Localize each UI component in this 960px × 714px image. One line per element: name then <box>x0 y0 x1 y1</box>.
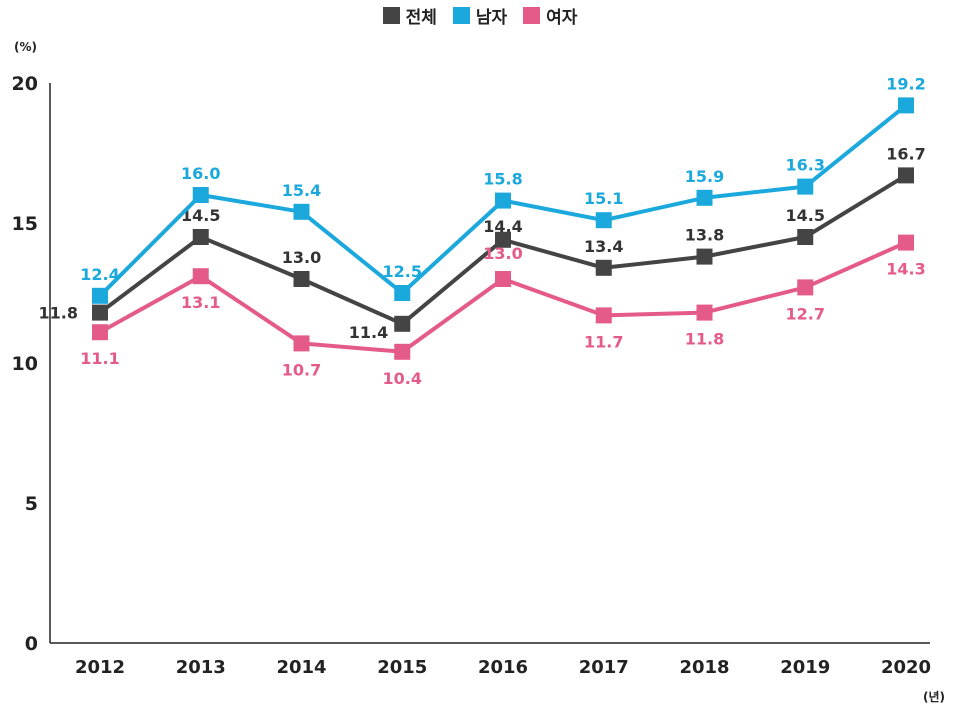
data-point-marker <box>495 271 511 287</box>
legend-swatch-male <box>452 7 470 24</box>
data-label: 13.8 <box>685 226 724 245</box>
data-label: 15.1 <box>584 189 623 208</box>
data-label: 14.3 <box>886 260 925 279</box>
x-tick-label: 2012 <box>75 657 125 678</box>
data-label: 13.0 <box>483 244 522 263</box>
data-point-marker <box>293 203 310 220</box>
x-tick-label: 2013 <box>176 657 226 678</box>
data-point-marker <box>495 231 511 248</box>
x-tick-label: 2019 <box>780 657 830 678</box>
data-label: 15.8 <box>483 170 522 189</box>
data-point-marker <box>696 189 713 206</box>
legend-swatch-female <box>523 7 541 24</box>
data-label: 10.7 <box>282 360 321 379</box>
x-tick-label: 2020 <box>881 657 931 678</box>
legend-swatch-total <box>382 7 400 24</box>
y-tick-label: 0 <box>25 633 38 655</box>
legend-label-female: 여자 <box>546 8 578 28</box>
legend-label-total: 전체 <box>405 8 437 28</box>
data-label: 12.4 <box>80 265 119 284</box>
data-point-marker <box>797 279 814 296</box>
data-point-marker <box>898 234 914 251</box>
data-point-marker <box>92 287 108 304</box>
x-tick-label: 2015 <box>377 657 427 678</box>
legend-item-male: 남자 <box>452 3 508 28</box>
data-point-marker <box>898 167 914 184</box>
data-label: 15.4 <box>282 181 321 200</box>
data-label: 16.0 <box>181 164 220 183</box>
x-tick-label: 2016 <box>478 657 528 678</box>
data-label: 16.3 <box>786 156 825 175</box>
data-point-marker <box>696 248 713 265</box>
data-point-marker <box>394 285 411 301</box>
data-point-marker <box>192 268 209 285</box>
legend-item-female: 여자 <box>523 3 577 28</box>
data-label: 11.8 <box>39 304 78 323</box>
data-label: 11.8 <box>685 330 724 349</box>
chart-legend: 전체 남자 여자 <box>0 3 960 28</box>
data-label: 10.4 <box>383 369 422 388</box>
data-point-marker <box>495 192 511 209</box>
data-point-marker <box>595 212 612 229</box>
data-label: 15.9 <box>685 167 724 186</box>
data-point-marker <box>293 271 310 287</box>
data-label: 16.7 <box>886 144 925 163</box>
legend-label-male: 남자 <box>475 8 508 28</box>
x-tick-label: 2017 <box>579 657 629 678</box>
data-label: 14.5 <box>181 206 220 225</box>
data-label: 14.4 <box>483 217 522 236</box>
data-point-marker <box>293 335 310 352</box>
legend-item-total: 전체 <box>382 3 437 28</box>
data-point-marker <box>92 304 108 321</box>
data-point-marker <box>797 229 814 245</box>
y-tick-label: 20 <box>12 73 38 95</box>
data-label: 11.7 <box>584 332 623 351</box>
y-axis-unit-label: (%) <box>14 40 37 54</box>
data-label: 13.0 <box>282 248 321 267</box>
data-point-marker <box>696 304 713 321</box>
x-axis-unit-label: (년) <box>923 690 946 704</box>
data-label: 11.4 <box>349 323 388 342</box>
data-label: 13.4 <box>584 237 623 256</box>
data-label: 12.7 <box>786 304 825 323</box>
y-tick-label: 5 <box>25 493 38 515</box>
data-point-marker <box>192 187 209 203</box>
data-label: 11.1 <box>80 349 119 368</box>
data-point-marker <box>898 97 914 114</box>
data-label: 19.2 <box>886 74 925 93</box>
y-tick-label: 15 <box>12 213 38 235</box>
data-point-marker <box>595 259 612 276</box>
data-point-marker <box>394 343 411 360</box>
data-label: 14.5 <box>786 206 825 225</box>
y-tick-label: 10 <box>12 353 38 375</box>
data-point-marker <box>797 178 814 195</box>
data-point-marker <box>394 315 411 332</box>
data-point-marker <box>192 229 209 245</box>
data-label: 12.5 <box>383 262 422 281</box>
data-point-marker <box>92 324 108 341</box>
x-tick-label: 2018 <box>679 657 729 678</box>
data-point-marker <box>595 307 612 324</box>
data-label: 13.1 <box>181 293 220 312</box>
x-tick-label: 2014 <box>276 657 326 678</box>
